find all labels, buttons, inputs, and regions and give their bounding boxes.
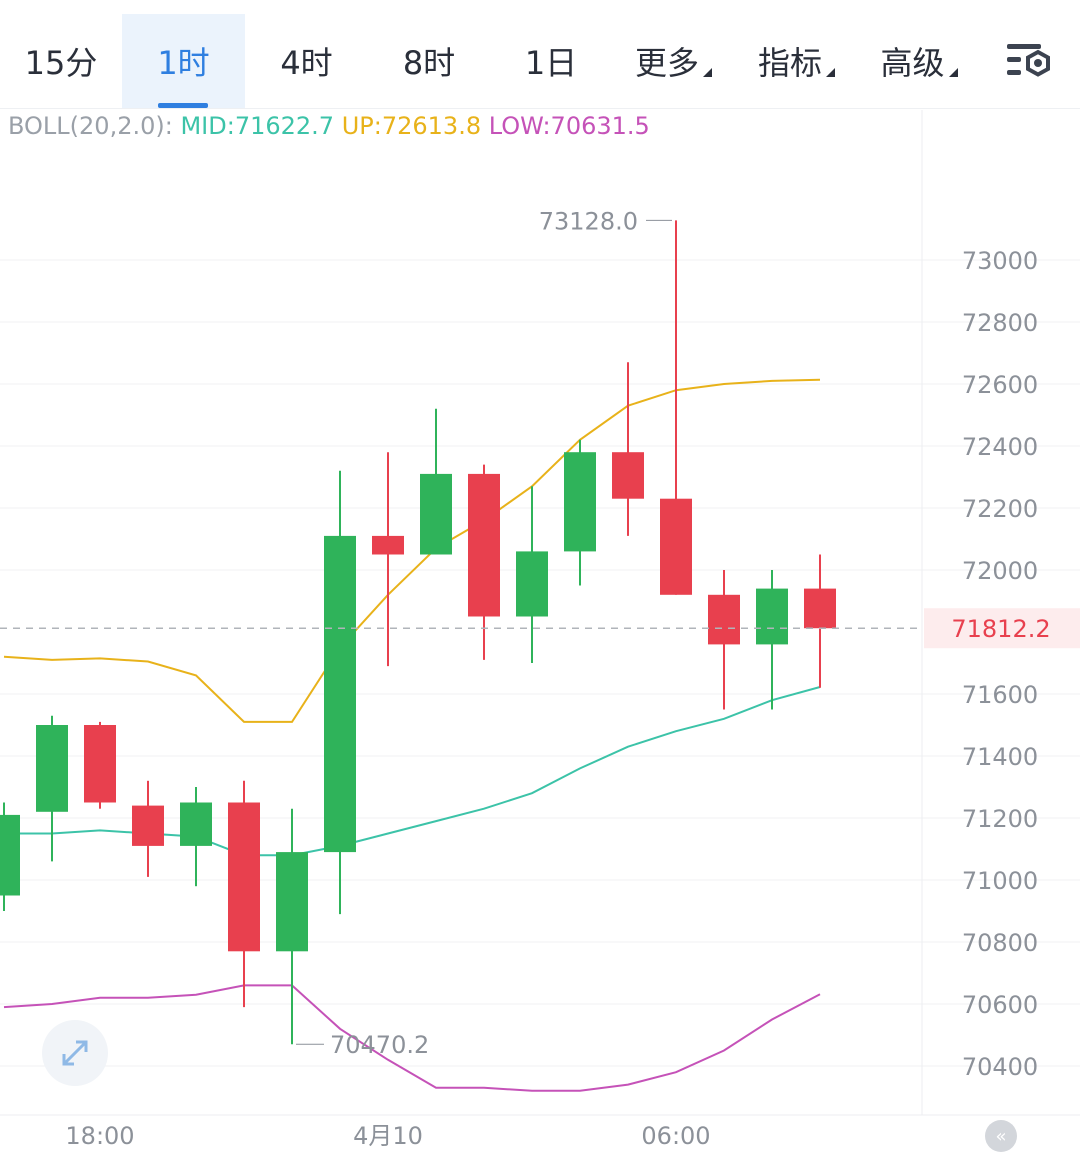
y-tick-label: 72200 (962, 495, 1038, 523)
boll-low-value: LOW:70631.5 (488, 112, 650, 140)
candle-body (468, 473, 500, 617)
candlestick-chart[interactable]: 73000 72800 72600 72400 72200 72000 71600 71400… (0, 110, 1080, 1161)
tab-1[interactable]: 1时 (122, 14, 245, 108)
last-price-tag: 71812.2 (951, 615, 1050, 643)
candle-body (612, 452, 644, 499)
tab-3[interactable]: 8时 (368, 14, 490, 108)
low-price-annotation: 70470.2 (330, 1031, 429, 1059)
candle-body (756, 588, 788, 645)
expand-icon (62, 1040, 88, 1066)
candle-body (0, 814, 20, 896)
y-tick-label: 71400 (962, 743, 1038, 771)
x-tick-label: 4月10 (353, 1122, 423, 1150)
timeframe-tab-bar: 15分 1时 4时 8时 1日 更多 指标 高级 (0, 0, 1080, 109)
tab-label: 8时 (402, 44, 456, 82)
candle-body (180, 802, 212, 846)
tab-label: 4时 (280, 44, 333, 82)
boll-indicator-legend: BOLL(20,2.0): MID:71622.7 UP:72613.8 LOW… (8, 112, 650, 140)
chart-settings-icon[interactable] (1005, 40, 1055, 84)
boll-mid-value: MID:71622.7 (180, 112, 335, 140)
tab-5[interactable]: 更多 (612, 14, 735, 108)
boll-mid-line (4, 686, 821, 857)
scroll-to-latest-button[interactable]: « (985, 1120, 1017, 1152)
candle-body (276, 852, 308, 952)
candle-body (516, 551, 548, 617)
dropdown-caret-icon (703, 67, 712, 77)
candle-body (708, 594, 740, 645)
candle-body (132, 805, 164, 846)
y-tick-label: 72600 (962, 371, 1038, 399)
boll-up-line (3, 378, 821, 723)
candle-body (420, 473, 452, 555)
y-tick-label: 72800 (962, 309, 1038, 337)
boll-low-line (3, 984, 821, 1092)
high-price-annotation: 73128.0 (539, 207, 638, 235)
candle-body (228, 802, 260, 952)
tab-0[interactable]: 15分 (0, 14, 122, 108)
tab-7[interactable]: 高级 (858, 14, 980, 108)
tab-6[interactable]: 指标 (735, 14, 858, 108)
candle-body (372, 535, 404, 555)
y-tick-label: 71200 (962, 805, 1038, 833)
candle-body (324, 535, 356, 853)
tab-label: 1日 (524, 44, 578, 82)
y-tick-label: 71600 (962, 681, 1038, 709)
x-tick-label: 18:00 (65, 1122, 134, 1150)
y-tick-label: 72400 (962, 433, 1038, 461)
y-tick-label: 72000 (962, 557, 1038, 585)
last-price-tag-bg (924, 608, 1080, 649)
tab-label: 指标 (757, 44, 822, 82)
tab-2[interactable]: 4时 (245, 14, 368, 108)
y-tick-label: 70600 (962, 991, 1038, 1019)
candle-body (660, 498, 692, 595)
boll-up-value: UP:72613.8 (341, 112, 482, 140)
dropdown-caret-icon (948, 67, 958, 77)
y-tick-label: 73000 (962, 247, 1038, 275)
y-tick-label: 71000 (962, 867, 1038, 895)
tab-4[interactable]: 1日 (490, 14, 612, 108)
y-tick-label: 70400 (962, 1053, 1038, 1081)
x-tick-label: 06:00 (641, 1122, 710, 1150)
candle-body (36, 725, 68, 812)
chevron-left-icon: « (995, 1125, 1007, 1147)
boll-name: BOLL(20,2.0): (8, 112, 173, 140)
settings-glyph (1007, 44, 1050, 77)
candle-body (84, 725, 116, 803)
tab-label: 更多 (634, 44, 699, 82)
candle-body (804, 588, 836, 629)
candle-body (564, 452, 596, 552)
dropdown-caret-icon (826, 67, 835, 77)
expand-chart-button[interactable] (42, 1020, 108, 1086)
tab-label: 15分 (24, 44, 98, 82)
tab-label: 高级 (880, 44, 945, 82)
tab-label: 1时 (157, 44, 210, 82)
y-tick-label: 70800 (962, 929, 1038, 957)
